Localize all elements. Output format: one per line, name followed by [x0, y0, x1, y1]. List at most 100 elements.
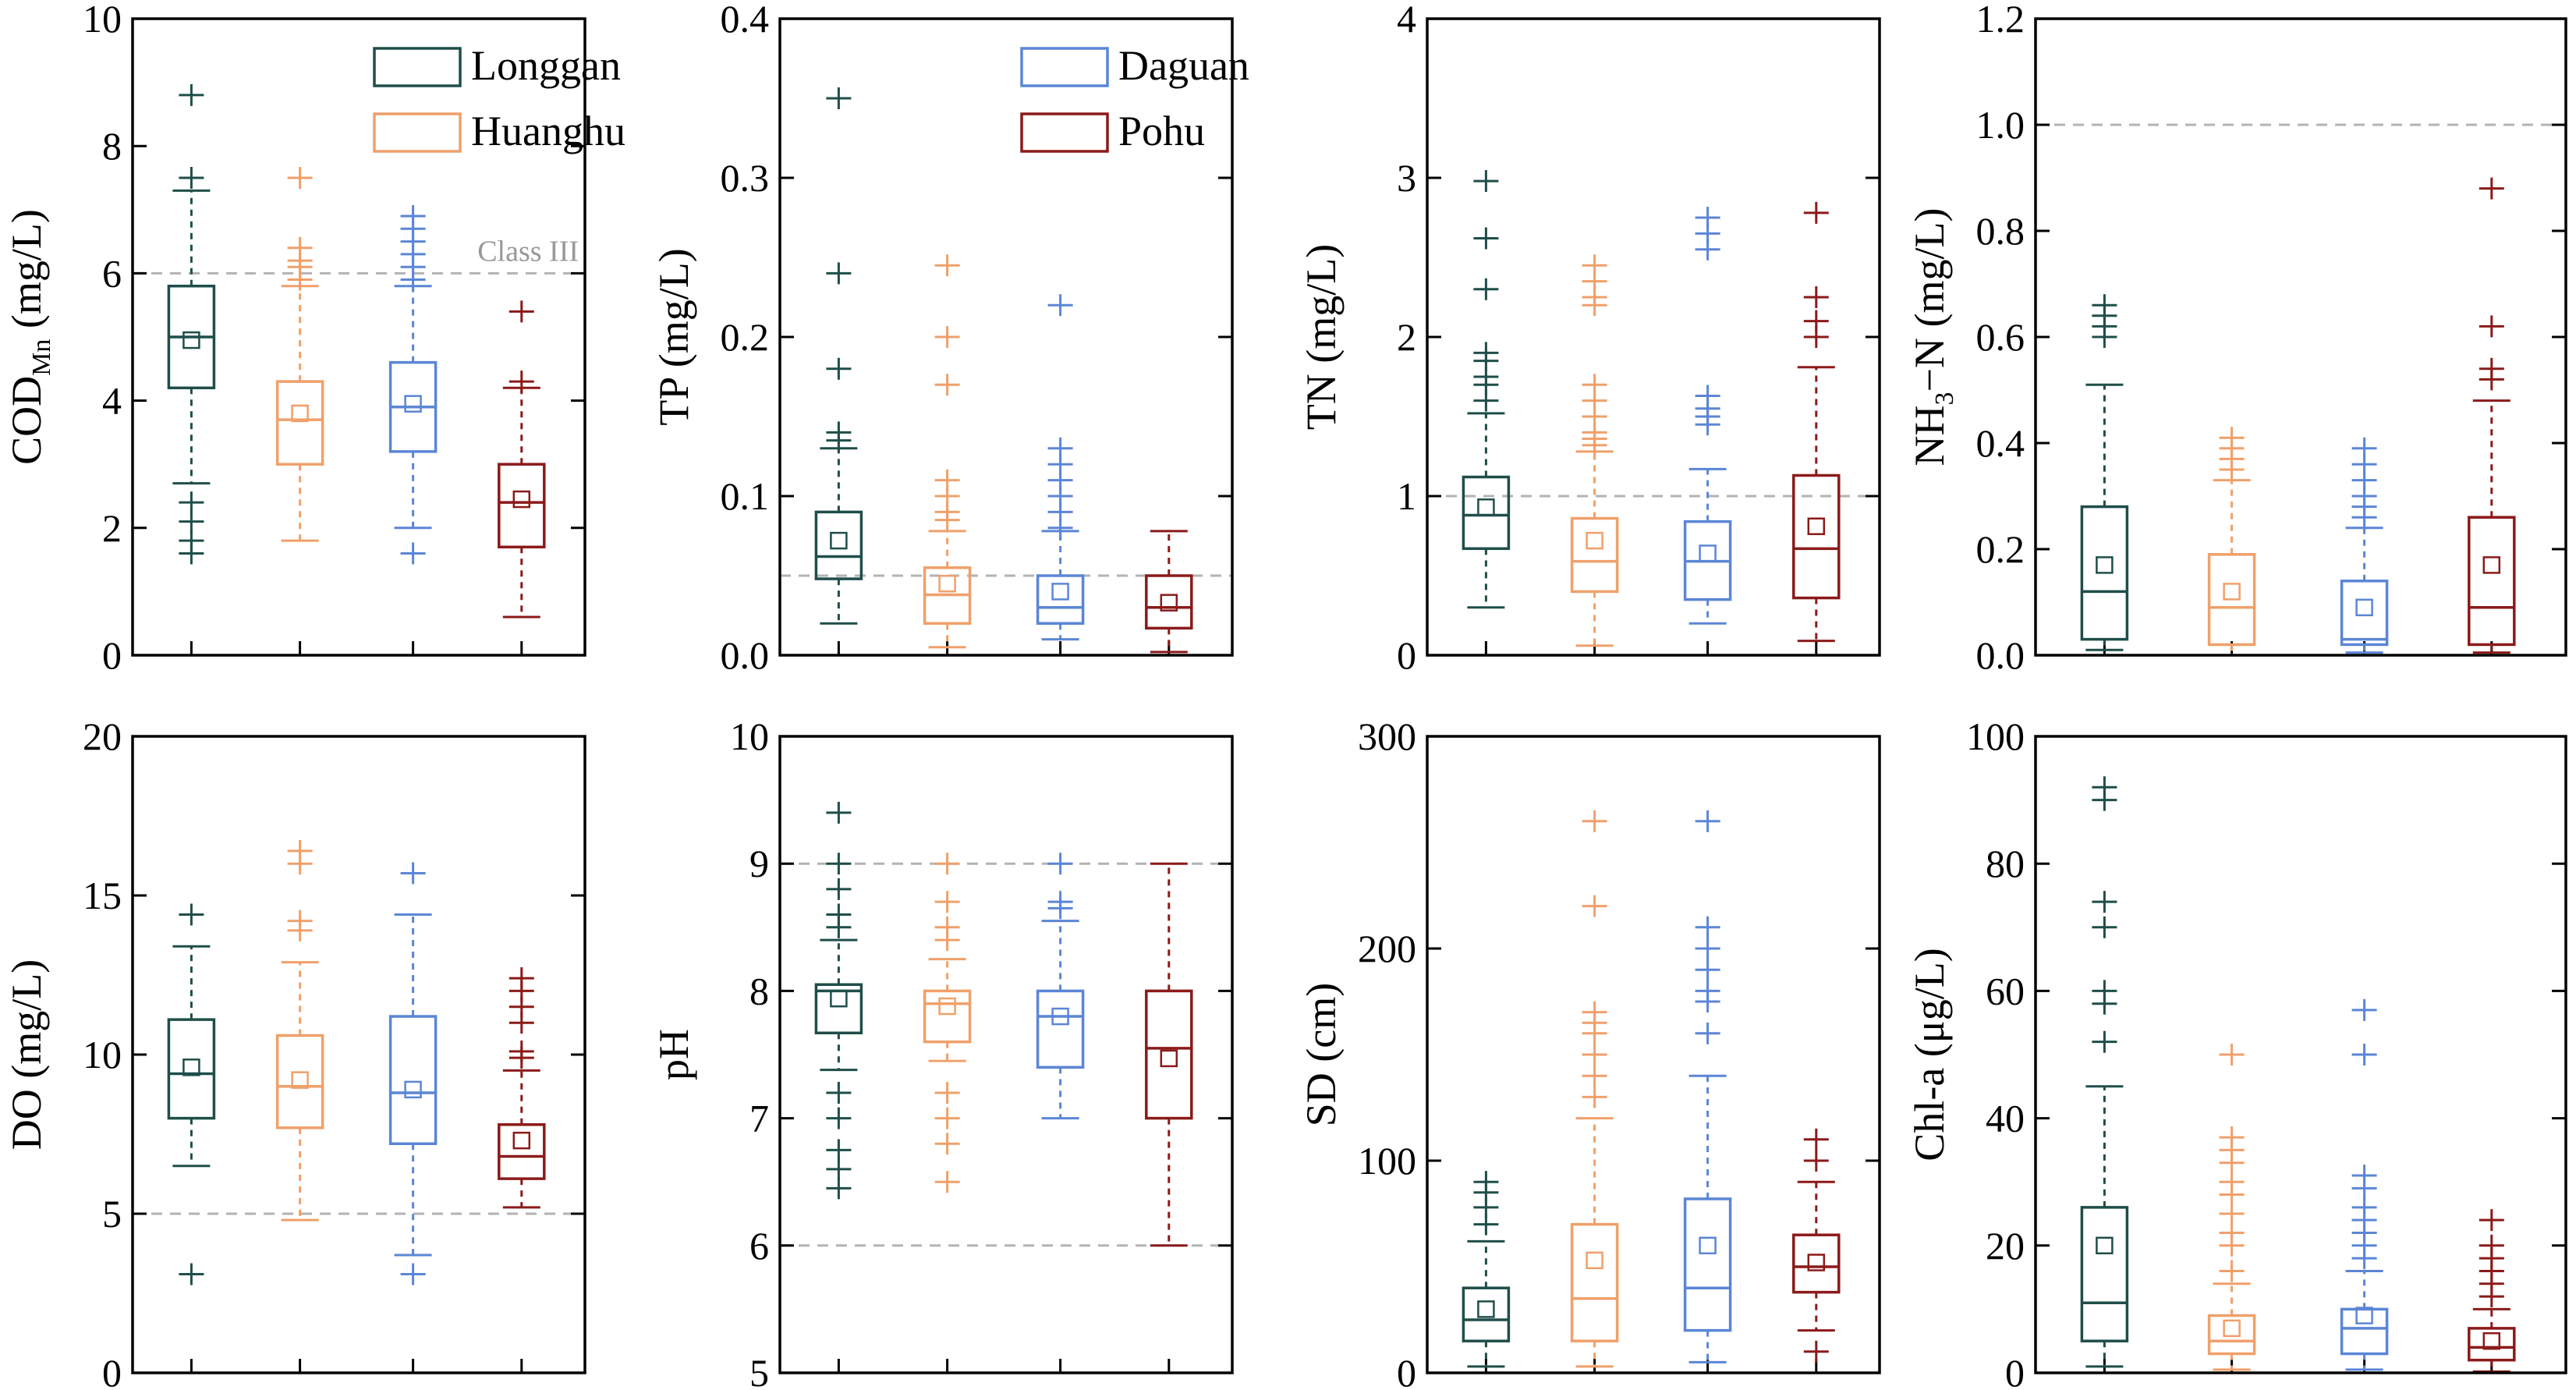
- y-axis-label-sub: 3: [1930, 392, 1959, 405]
- legend-item-daguan: Daguan: [1020, 42, 1249, 89]
- y-tick-label: 9: [749, 842, 769, 885]
- iqr-box: [1570, 516, 1619, 594]
- outlier-marker: [1473, 227, 1499, 250]
- mean-marker: [2223, 1319, 2241, 1338]
- iqr-box: [2340, 1307, 2389, 1356]
- box-pohu: [1145, 862, 1193, 1247]
- outlier-marker: [400, 862, 426, 885]
- box-huanghu: [923, 853, 972, 1193]
- mean-marker: [404, 1080, 422, 1099]
- outlier-marker: [1582, 1044, 1607, 1066]
- y-axis-label: Chl-a (μg/L): [1906, 948, 1953, 1161]
- iqr-box: [1462, 475, 1511, 551]
- box-huanghu: [275, 839, 324, 1222]
- outlier-marker: [1473, 170, 1499, 193]
- outlier-marker: [508, 371, 534, 393]
- y-axis-label-main: pH: [650, 1029, 697, 1080]
- outlier-marker: [508, 300, 534, 323]
- iqr-box: [1462, 1286, 1511, 1342]
- y-axis-label-tail: (mg/L): [3, 209, 50, 339]
- box-huanghu: [2207, 1044, 2256, 1371]
- y-tick-label: 0.0: [1976, 633, 2025, 677]
- legend-label: Huanghu: [471, 108, 625, 154]
- mean-marker: [2482, 556, 2501, 574]
- iqr-box: [1036, 989, 1085, 1069]
- y-tick-label: 2: [102, 506, 122, 550]
- iqr-box: [1036, 574, 1085, 625]
- mean-marker: [1051, 583, 1069, 601]
- y-axis-label: TP (mg/L): [650, 248, 697, 425]
- y-tick-label: 10: [83, 1033, 122, 1076]
- iqr-box: [1792, 473, 1841, 600]
- outlier-marker: [287, 910, 313, 932]
- outlier-marker: [2351, 437, 2377, 459]
- outlier-marker: [934, 891, 960, 913]
- outlier-marker: [1473, 342, 1499, 364]
- y-axis-label-main: SD (cm): [1298, 983, 1345, 1126]
- outlier-marker: [287, 167, 313, 189]
- legend-swatch: [373, 112, 462, 153]
- outlier-marker: [2219, 1222, 2245, 1244]
- outlier-marker: [826, 903, 852, 926]
- box-daguan: [1036, 294, 1085, 641]
- y-tick-label: 5: [749, 1351, 769, 1390]
- y-tick-label: 0.0: [721, 633, 770, 677]
- iqr-box: [388, 1015, 438, 1145]
- outlier-marker: [1803, 201, 1829, 224]
- chart-panel-1: Class III 0 2 4 6 8 10 CODMn (mg/L) Longgan Huang…: [3, 0, 625, 677]
- outlier-marker: [1695, 810, 1720, 832]
- y-tick-label: 4: [102, 379, 122, 423]
- outlier-marker: [287, 839, 313, 862]
- y-tick-label: 20: [83, 715, 122, 758]
- mean-marker: [1699, 544, 1717, 562]
- y-axis-label-main: COD: [3, 376, 50, 465]
- outlier-marker: [826, 421, 852, 444]
- y-tick-label: 0: [1397, 633, 1416, 677]
- y-tick-label: 2: [1397, 315, 1416, 359]
- box-daguan: [1683, 207, 1732, 625]
- y-axis-label: NH3−N (mg/L): [1906, 208, 1959, 466]
- box-pohu: [1792, 1128, 1841, 1363]
- y-tick-label: 300: [1358, 715, 1416, 758]
- y-axis-label: pH: [650, 1029, 697, 1080]
- box-longgan: [2080, 776, 2129, 1368]
- outlier-marker: [400, 542, 426, 565]
- outlier-marker: [826, 878, 852, 900]
- y-tick-label: 0.3: [721, 156, 770, 200]
- mean-marker: [1160, 1049, 1178, 1068]
- box-pohu: [1792, 201, 1841, 643]
- y-tick-label: 4: [1397, 0, 1416, 41]
- plot-frame: [1426, 17, 1881, 657]
- outlier-marker: [400, 204, 426, 227]
- box-pohu: [498, 300, 546, 619]
- box-longgan: [1462, 170, 1511, 609]
- outlier-marker: [2092, 916, 2117, 938]
- outlier-marker: [1582, 810, 1607, 832]
- outlier-marker: [1695, 385, 1720, 407]
- box-huanghu: [1570, 254, 1619, 647]
- mean-marker: [1160, 594, 1178, 612]
- legend-item-huanghu: Huanghu: [373, 108, 625, 154]
- box-longgan: [1462, 1171, 1511, 1368]
- legend-label: Pohu: [1118, 108, 1205, 154]
- y-tick-label: 0.2: [1976, 527, 2025, 571]
- y-tick-label: 6: [749, 1224, 769, 1268]
- y-tick-label: 0: [102, 633, 122, 677]
- y-axis-label-main: TP (mg/L): [650, 248, 697, 425]
- outlier-marker: [1047, 437, 1073, 459]
- outlier-marker: [2351, 1196, 2377, 1218]
- y-tick-label: 40: [1986, 1097, 2025, 1140]
- outlier-marker: [2479, 357, 2504, 380]
- y-axis-label-main: Chl-a (μg/L): [1906, 948, 1953, 1161]
- y-tick-label: 3: [1397, 156, 1416, 200]
- iqr-box: [2080, 1206, 2129, 1342]
- mean-marker: [2355, 1307, 2373, 1324]
- y-tick-label: 100: [1358, 1139, 1416, 1183]
- mean-marker: [404, 395, 422, 413]
- outlier-marker: [934, 254, 960, 277]
- outlier-marker: [2479, 1234, 2504, 1257]
- chart-panel-4: 0.0 0.2 0.4 0.6 0.8 1.0 1.2 NH3−N (mg/L): [1906, 0, 2567, 677]
- mean-marker: [1477, 498, 1495, 516]
- outlier-marker: [2351, 1044, 2377, 1066]
- outlier-marker: [826, 801, 852, 824]
